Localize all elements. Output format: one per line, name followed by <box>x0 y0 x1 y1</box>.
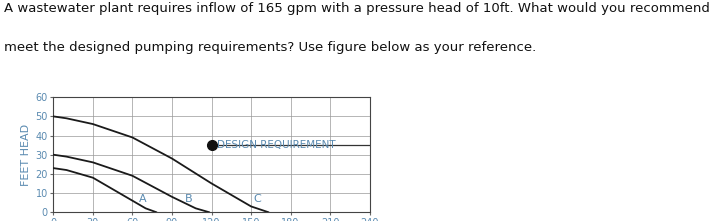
Y-axis label: FEET HEAD: FEET HEAD <box>21 124 31 186</box>
Text: B: B <box>185 194 193 204</box>
Text: A: A <box>139 194 146 204</box>
Text: DESIGN REQUIREMENT: DESIGN REQUIREMENT <box>217 140 336 150</box>
Text: A wastewater plant requires inflow of 165 gpm with a pressure head of 10ft. What: A wastewater plant requires inflow of 16… <box>4 2 711 15</box>
Text: meet the designed pumping requirements? Use figure below as your reference.: meet the designed pumping requirements? … <box>4 41 536 54</box>
Text: C: C <box>254 194 262 204</box>
